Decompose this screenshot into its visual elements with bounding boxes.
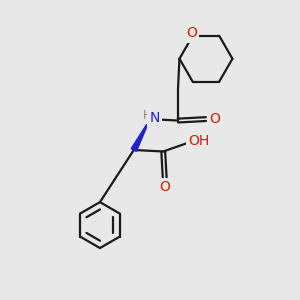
Text: OH: OH	[188, 134, 210, 148]
Text: N: N	[149, 112, 160, 125]
Text: O: O	[186, 26, 197, 40]
Polygon shape	[131, 119, 150, 152]
Text: O: O	[159, 180, 170, 194]
Text: O: O	[209, 112, 220, 126]
Text: H: H	[143, 109, 152, 122]
